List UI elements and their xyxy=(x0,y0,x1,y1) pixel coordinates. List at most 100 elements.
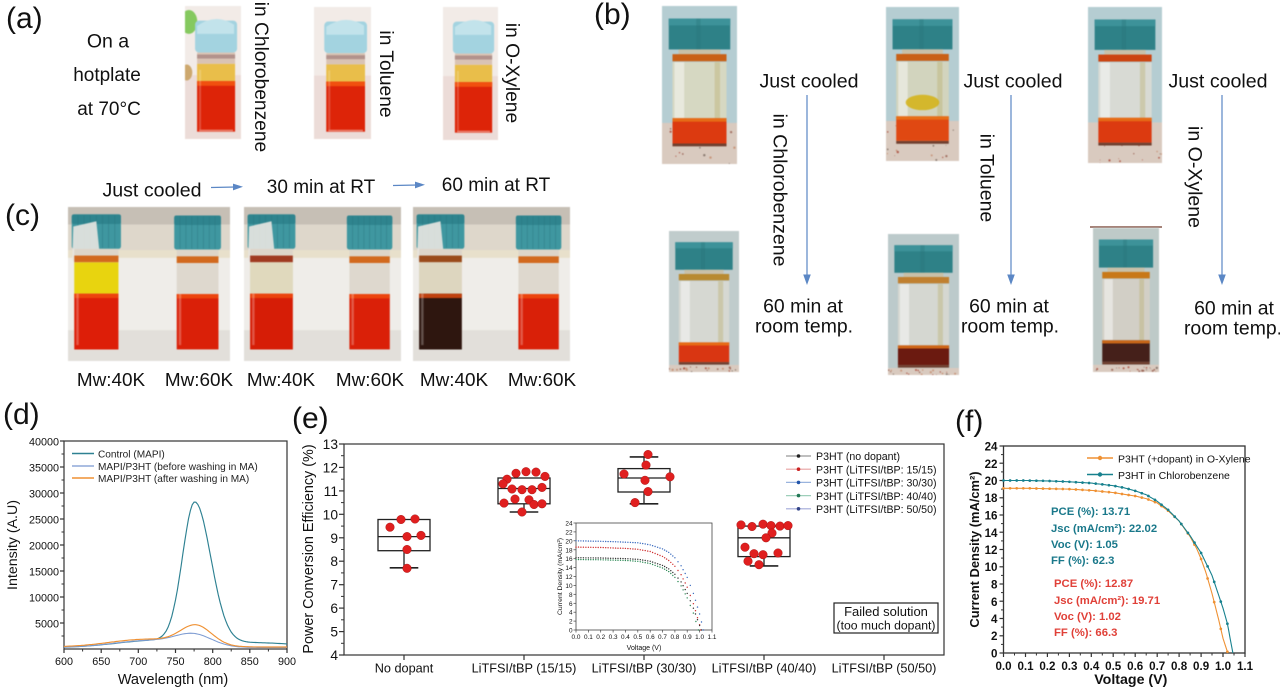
svg-text:MAPI/P3HT (before washing in M: MAPI/P3HT (before washing in MA) xyxy=(98,462,258,473)
svg-text:FF (%): 66.3: FF (%): 66.3 xyxy=(1054,627,1117,639)
svg-text:1.1: 1.1 xyxy=(1237,660,1254,673)
svg-text:24: 24 xyxy=(565,521,573,528)
svg-text:0.5: 0.5 xyxy=(633,634,642,641)
svg-text:18: 18 xyxy=(565,547,573,554)
svg-text:0.8: 0.8 xyxy=(1171,660,1188,673)
svg-text:0.3: 0.3 xyxy=(1061,660,1078,673)
svg-text:0.7: 0.7 xyxy=(1149,660,1165,673)
svg-text:0.5: 0.5 xyxy=(1105,660,1122,673)
svg-text:2: 2 xyxy=(569,619,573,626)
svg-text:8: 8 xyxy=(991,579,998,592)
svg-text:30000: 30000 xyxy=(29,489,59,501)
svg-text:24: 24 xyxy=(985,441,998,454)
svg-text:P3HT (+dopant) in O-Xylene: P3HT (+dopant) in O-Xylene xyxy=(1118,454,1251,466)
svg-text:8: 8 xyxy=(569,592,573,599)
svg-text:1.0: 1.0 xyxy=(695,634,704,641)
svg-text:13: 13 xyxy=(323,437,339,452)
svg-text:P3HT (no dopant): P3HT (no dopant) xyxy=(816,451,900,463)
svg-text:9: 9 xyxy=(330,531,338,546)
svg-text:Jsc (mA/cm²): 19.71: Jsc (mA/cm²): 19.71 xyxy=(1054,595,1160,607)
svg-text:0.6: 0.6 xyxy=(646,634,655,641)
svg-text:14: 14 xyxy=(565,565,573,572)
svg-text:P3HT (LiTFSI/tBP: 40/40): P3HT (LiTFSI/tBP: 40/40) xyxy=(816,491,937,503)
svg-text:20: 20 xyxy=(985,475,998,488)
svg-text:0.3: 0.3 xyxy=(609,634,618,641)
svg-text:11: 11 xyxy=(324,484,338,499)
svg-text:850: 850 xyxy=(241,656,259,668)
svg-text:0.9: 0.9 xyxy=(683,634,692,641)
svg-text:4: 4 xyxy=(330,648,338,663)
svg-text:Control (MAPI): Control (MAPI) xyxy=(98,450,165,461)
svg-text:5000: 5000 xyxy=(35,619,59,631)
svg-text:4: 4 xyxy=(569,610,573,617)
svg-text:22: 22 xyxy=(565,529,573,536)
svg-text:LiTFSI/tBP (50/50): LiTFSI/tBP (50/50) xyxy=(832,662,937,676)
svg-text:6: 6 xyxy=(569,601,573,608)
svg-text:0: 0 xyxy=(569,628,573,635)
svg-text:Jsc (mA/cm²): 22.02: Jsc (mA/cm²): 22.02 xyxy=(1051,523,1157,535)
svg-text:Failed solution: Failed solution xyxy=(844,604,928,619)
svg-text:P3HT (LiTFSI/tBP: 15/15): P3HT (LiTFSI/tBP: 15/15) xyxy=(816,464,937,476)
svg-text:FF (%): 62.3: FF (%): 62.3 xyxy=(1051,555,1114,567)
svg-text:12: 12 xyxy=(985,544,998,557)
svg-text:Intensity (A.U): Intensity (A.U) xyxy=(5,500,21,590)
svg-text:0.4: 0.4 xyxy=(621,634,630,641)
svg-text:P3HT (LiTFSI/tBP: 50/50): P3HT (LiTFSI/tBP: 50/50) xyxy=(816,504,937,516)
svg-text:16: 16 xyxy=(565,556,573,563)
svg-text:600: 600 xyxy=(55,656,73,668)
svg-text:10: 10 xyxy=(985,561,998,574)
svg-text:22: 22 xyxy=(985,458,998,471)
svg-text:0.2: 0.2 xyxy=(596,634,605,641)
svg-text:0: 0 xyxy=(991,648,997,661)
svg-text:10: 10 xyxy=(565,583,573,590)
svg-text:LiTFSI/tBP (30/30): LiTFSI/tBP (30/30) xyxy=(592,662,697,676)
svg-text:0.0: 0.0 xyxy=(995,660,1011,673)
svg-text:PCE (%): 12.87: PCE (%): 12.87 xyxy=(1054,578,1133,590)
svg-text:12: 12 xyxy=(323,460,338,475)
svg-text:Current Density (mA/cm²): Current Density (mA/cm²) xyxy=(967,471,982,627)
svg-text:25000: 25000 xyxy=(29,515,59,527)
svg-text:Voc (V): 1.05: Voc (V): 1.05 xyxy=(1051,539,1118,551)
svg-text:Current Density (mA/cm²): Current Density (mA/cm²) xyxy=(557,538,564,615)
svg-text:5: 5 xyxy=(330,625,338,640)
svg-text:14: 14 xyxy=(985,527,998,540)
svg-text:18: 18 xyxy=(985,492,998,505)
svg-text:0.9: 0.9 xyxy=(1193,660,1210,673)
svg-text:20: 20 xyxy=(565,538,573,545)
svg-text:800: 800 xyxy=(204,656,222,668)
svg-text:6: 6 xyxy=(991,596,998,609)
svg-text:P3HT (LiTFSI/tBP: 30/30): P3HT (LiTFSI/tBP: 30/30) xyxy=(816,478,937,490)
svg-text:10: 10 xyxy=(323,507,339,522)
svg-text:8: 8 xyxy=(330,554,338,569)
svg-text:35000: 35000 xyxy=(29,463,59,475)
svg-text:750: 750 xyxy=(166,656,184,668)
svg-text:Power Conversion Efficiency (%: Power Conversion Efficiency (%) xyxy=(301,444,317,653)
svg-text:12: 12 xyxy=(565,574,573,581)
svg-text:LiTFSI/tBP (15/15): LiTFSI/tBP (15/15) xyxy=(472,662,577,676)
svg-text:PCE (%): 13.71: PCE (%): 13.71 xyxy=(1051,506,1130,518)
svg-text:0.7: 0.7 xyxy=(658,634,667,641)
svg-text:MAPI/P3HT (after washing in MA: MAPI/P3HT (after washing in MA) xyxy=(98,474,249,485)
svg-text:P3HT in Chlorobenzene: P3HT in Chlorobenzene xyxy=(1118,470,1230,482)
svg-text:650: 650 xyxy=(92,656,110,668)
svg-text:1.1: 1.1 xyxy=(708,634,717,641)
svg-text:2: 2 xyxy=(991,630,997,643)
svg-text:1.0: 1.0 xyxy=(1215,660,1231,673)
svg-text:0.0: 0.0 xyxy=(572,634,581,641)
svg-text:10000: 10000 xyxy=(29,593,59,605)
svg-text:16: 16 xyxy=(985,510,998,523)
svg-text:7: 7 xyxy=(330,578,338,593)
svg-text:LiTFSI/tBP (40/40): LiTFSI/tBP (40/40) xyxy=(712,662,817,676)
svg-text:(too much dopant): (too much dopant) xyxy=(837,619,936,633)
svg-text:0.1: 0.1 xyxy=(1017,660,1034,673)
svg-text:Wavelength (nm): Wavelength (nm) xyxy=(118,672,229,688)
svg-text:Voltage (V): Voltage (V) xyxy=(1094,672,1167,688)
svg-text:0.2: 0.2 xyxy=(1039,660,1055,673)
svg-text:0.6: 0.6 xyxy=(1127,660,1144,673)
svg-text:0.1: 0.1 xyxy=(584,634,593,641)
svg-text:20000: 20000 xyxy=(29,541,59,553)
svg-text:700: 700 xyxy=(129,656,147,668)
svg-text:Voc (V): 1.02: Voc (V): 1.02 xyxy=(1054,611,1121,623)
svg-text:No dopant: No dopant xyxy=(375,662,434,676)
svg-text:900: 900 xyxy=(278,656,296,668)
